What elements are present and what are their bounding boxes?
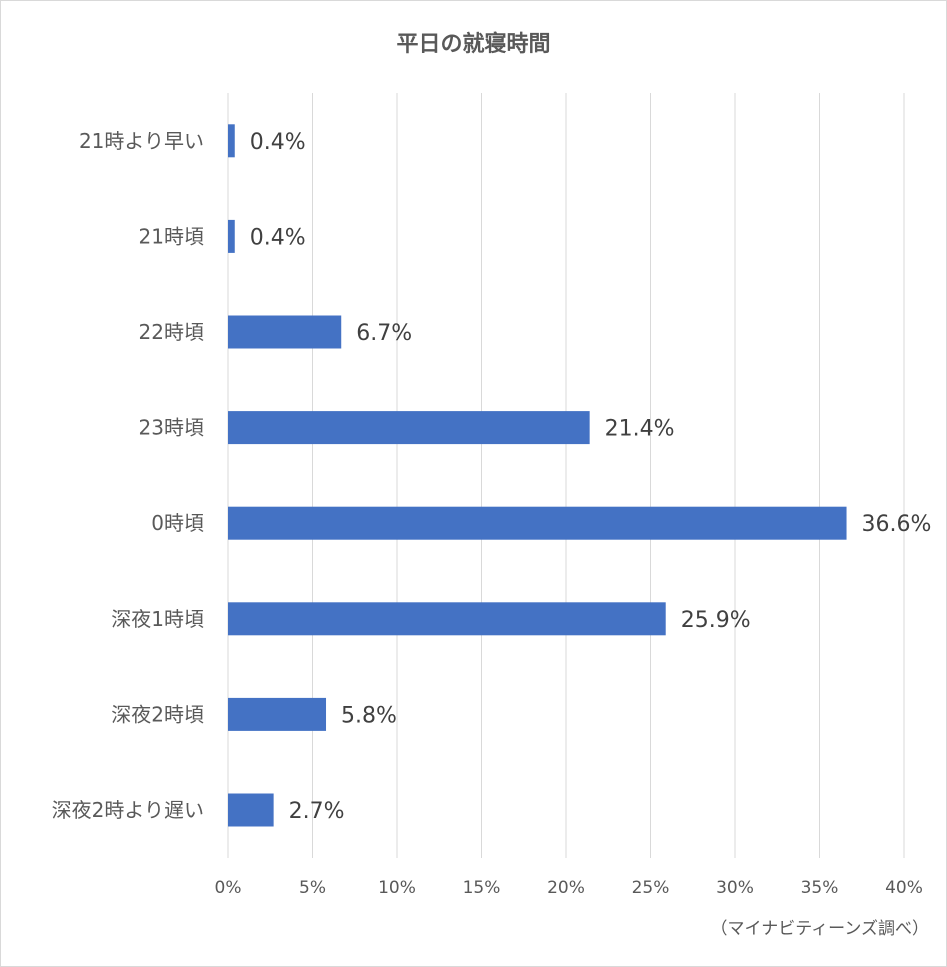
x-tick-label: 30%	[716, 878, 754, 898]
category-label: 深夜1時頃	[111, 607, 204, 631]
bar	[228, 315, 342, 349]
data-label: 36.6%	[862, 512, 932, 537]
category-label: 21時頃	[139, 224, 204, 248]
x-tick-label: 0%	[215, 878, 242, 898]
source-note: （マイナビティーンズ調べ）	[710, 919, 929, 939]
data-label: 0.4%	[250, 130, 306, 155]
x-tick-label: 10%	[378, 878, 416, 898]
category-label: 21時より早い	[79, 129, 204, 153]
x-tick-label: 40%	[885, 878, 923, 898]
x-tick-label: 5%	[299, 878, 326, 898]
x-tick-label: 25%	[632, 878, 670, 898]
bar	[228, 219, 235, 253]
bar	[228, 506, 847, 540]
chart-title: 平日の就寝時間	[396, 32, 551, 57]
category-label: 22時頃	[139, 320, 204, 344]
bar	[228, 411, 590, 445]
bar	[228, 124, 235, 158]
data-label: 2.7%	[289, 799, 345, 824]
bar	[228, 697, 327, 731]
category-label: 深夜2時より遅い	[52, 798, 204, 822]
data-label: 0.4%	[250, 225, 306, 250]
category-label: 深夜2時頃	[111, 702, 204, 726]
data-label: 25.9%	[681, 608, 751, 633]
x-tick-label: 20%	[547, 878, 585, 898]
data-label: 5.8%	[341, 703, 397, 728]
category-label: 23時頃	[139, 416, 204, 440]
bar	[228, 602, 666, 636]
category-label: 0時頃	[151, 511, 204, 535]
x-tick-label: 15%	[463, 878, 501, 898]
x-tick-label: 35%	[801, 878, 839, 898]
bar	[228, 793, 274, 827]
data-label: 6.7%	[356, 321, 412, 346]
data-label: 21.4%	[605, 417, 675, 442]
